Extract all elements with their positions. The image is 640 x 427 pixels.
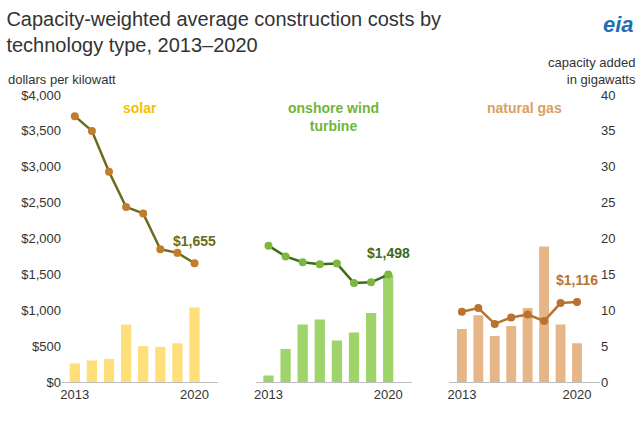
svg-text:$1,655: $1,655: [173, 233, 216, 249]
svg-text:25: 25: [601, 195, 615, 210]
svg-text:2013: 2013: [60, 387, 89, 402]
svg-text:2013: 2013: [254, 387, 283, 402]
svg-text:onshore windturbine: onshore windturbine: [288, 100, 379, 134]
svg-text:35: 35: [601, 123, 615, 138]
svg-text:10: 10: [601, 303, 615, 318]
svg-text:$0: $0: [47, 375, 61, 390]
svg-text:dollars per kilowatt: dollars per kilowatt: [8, 72, 116, 87]
svg-text:Capacity-weighted average cons: Capacity-weighted average construction c…: [6, 8, 441, 56]
svg-text:$3,000: $3,000: [21, 159, 61, 174]
svg-text:$4,000: $4,000: [21, 88, 61, 103]
svg-text:2020: 2020: [374, 387, 403, 402]
svg-text:30: 30: [601, 159, 615, 174]
svg-text:20: 20: [601, 231, 615, 246]
svg-text:40: 40: [601, 88, 615, 103]
svg-text:$1,498: $1,498: [367, 245, 410, 261]
svg-text:$1,116: $1,116: [556, 272, 598, 288]
svg-text:capacity addedin gigawatts: capacity addedin gigawatts: [548, 55, 636, 87]
svg-text:0: 0: [601, 375, 608, 390]
svg-text:2013: 2013: [447, 387, 476, 402]
svg-text:$2,000: $2,000: [21, 231, 61, 246]
svg-text:$3,500: $3,500: [21, 123, 61, 138]
svg-text:$1,500: $1,500: [21, 267, 61, 282]
svg-text:15: 15: [601, 267, 615, 282]
svg-text:$500: $500: [32, 339, 61, 354]
svg-text:2020: 2020: [180, 387, 209, 402]
svg-text:2020: 2020: [563, 387, 592, 402]
svg-text:$1,000: $1,000: [21, 303, 61, 318]
svg-text:eia: eia: [603, 12, 634, 37]
svg-text:$2,500: $2,500: [21, 195, 61, 210]
svg-text:5: 5: [601, 339, 608, 354]
svg-text:solar: solar: [123, 100, 157, 116]
svg-text:natural gas: natural gas: [487, 100, 562, 116]
